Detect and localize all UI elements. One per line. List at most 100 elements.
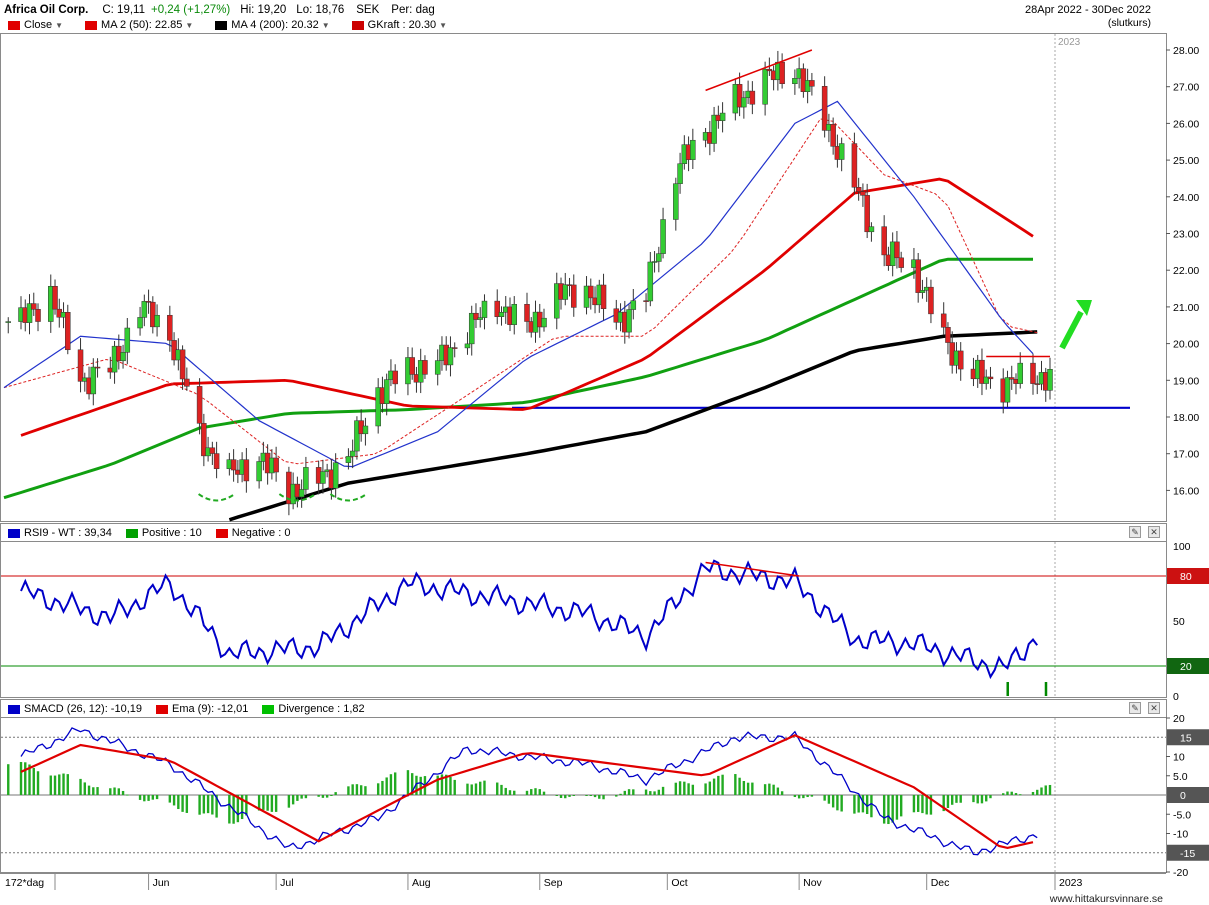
candle-down <box>524 304 530 322</box>
divergence-bar <box>117 788 121 795</box>
divergence-bar <box>857 795 860 813</box>
price-legend: Close ▼ MA 2 (50): 22.85 ▼ MA 4 (200): 20.… <box>0 19 447 31</box>
candle-down <box>65 312 71 351</box>
price-axis-label: 21.00 <box>1173 302 1199 314</box>
divergence-bar <box>797 795 801 799</box>
candle-up <box>562 284 569 300</box>
divergence-bar <box>508 790 512 795</box>
rsi-axis-label: 80 <box>1180 571 1192 583</box>
divergence-bar <box>955 795 958 803</box>
candle <box>626 304 632 339</box>
negative-legend-label: Negative : 0 <box>231 527 291 539</box>
divergence-bar <box>58 774 61 795</box>
date-range: 28Apr 2022 - 30Dec 2022 <box>1025 4 1151 16</box>
divergence-bar <box>1048 784 1052 795</box>
candle-up <box>434 360 441 375</box>
candle <box>749 81 756 115</box>
chevron-down-icon[interactable]: ▼ <box>439 21 448 30</box>
macd-level-badge <box>1167 844 1209 861</box>
divergence-bar <box>721 774 724 795</box>
candle <box>26 294 33 335</box>
candle-down <box>494 300 500 317</box>
divergence-bar <box>780 791 784 795</box>
divergence-bar <box>202 795 206 814</box>
price-axis-label: 16.00 <box>1173 485 1199 497</box>
legend-ma50[interactable]: MA 2 (50): 22.85 ▼ <box>77 19 193 31</box>
candle <box>711 106 717 152</box>
chevron-down-icon[interactable]: ▼ <box>55 21 64 30</box>
divergence-bar <box>687 783 690 795</box>
candle-up <box>626 309 632 333</box>
candle-up <box>868 226 875 233</box>
divergence-legend-label: Divergence : 1,82 <box>278 703 365 715</box>
divergence-bar <box>270 795 274 812</box>
candle-up <box>320 471 326 484</box>
divergence-bar <box>980 795 984 804</box>
rsi-close-icon[interactable]: ✕ <box>1148 526 1160 538</box>
chevron-down-icon[interactable]: ▼ <box>185 21 194 30</box>
divergence-bar <box>393 772 397 795</box>
currency-readout: SEK <box>356 4 380 16</box>
divergence-bar <box>445 774 448 795</box>
candle <box>494 289 500 325</box>
candle <box>345 448 352 470</box>
divergence-bar <box>627 789 631 795</box>
divergence-bar <box>632 789 635 795</box>
divergence-bar <box>453 779 456 795</box>
divergence-bar <box>113 787 116 795</box>
divergence-bar <box>198 795 201 815</box>
candle <box>571 274 577 317</box>
candle <box>656 246 662 273</box>
legend-close[interactable]: Close ▼ <box>0 19 63 31</box>
divergence-bar <box>257 795 261 811</box>
divergence-swatch <box>262 704 275 714</box>
divergence-bar <box>87 785 91 795</box>
divergence-bar <box>951 795 954 805</box>
divergence-bar <box>827 795 831 804</box>
macd-axis-label: 0 <box>1180 790 1186 802</box>
candle <box>383 373 390 416</box>
candle <box>451 342 458 358</box>
divergence-bar <box>1031 791 1035 795</box>
divergence-bar <box>300 795 303 799</box>
candle-up <box>511 304 517 325</box>
rsi-settings-icon[interactable]: ✎ <box>1129 526 1141 538</box>
candle-down <box>766 68 773 72</box>
candle-down <box>588 285 594 299</box>
divergence-bar <box>572 795 575 796</box>
positive-bar <box>1044 682 1048 696</box>
ma200-swatch <box>215 20 228 30</box>
divergence-bar <box>1002 793 1005 795</box>
candle <box>919 279 926 299</box>
divergence-bar <box>62 773 65 795</box>
candle-down <box>52 285 58 310</box>
macd-settings-icon[interactable]: ✎ <box>1129 702 1141 714</box>
macd-level-badge <box>1167 787 1209 803</box>
candle <box>65 304 71 355</box>
rsi-panel-frame <box>0 523 1167 698</box>
divergence-bar <box>32 767 35 795</box>
candle <box>167 305 173 352</box>
divergence-bar <box>364 786 367 795</box>
legend-ma200[interactable]: MA 4 (200): 20.32 ▼ <box>207 19 330 31</box>
footer-url[interactable]: www.hittakursvinnare.se <box>1049 893 1163 905</box>
divergence-bar <box>1014 793 1018 795</box>
candle-down <box>179 349 186 380</box>
divergence-bar <box>538 789 541 795</box>
candle <box>392 364 398 394</box>
divergence-bar <box>1044 785 1047 795</box>
candle <box>354 416 360 460</box>
macd-level-badge <box>1167 729 1209 746</box>
candle-up <box>477 317 483 320</box>
divergence-bar <box>708 781 712 795</box>
rsi-20-badge <box>1167 658 1209 674</box>
macd-close-icon[interactable]: ✕ <box>1148 702 1160 714</box>
divergence-bar <box>559 795 563 799</box>
candle <box>31 292 37 316</box>
candle <box>940 302 947 335</box>
chevron-down-icon[interactable]: ▼ <box>321 21 330 30</box>
legend-gkraft[interactable]: GKraft : 20.30 ▼ <box>344 19 447 31</box>
candle <box>154 304 160 337</box>
divergence-bar <box>683 781 686 795</box>
